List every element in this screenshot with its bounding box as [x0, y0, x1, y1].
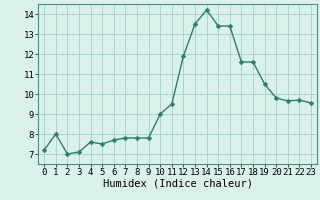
X-axis label: Humidex (Indice chaleur): Humidex (Indice chaleur): [103, 179, 252, 189]
